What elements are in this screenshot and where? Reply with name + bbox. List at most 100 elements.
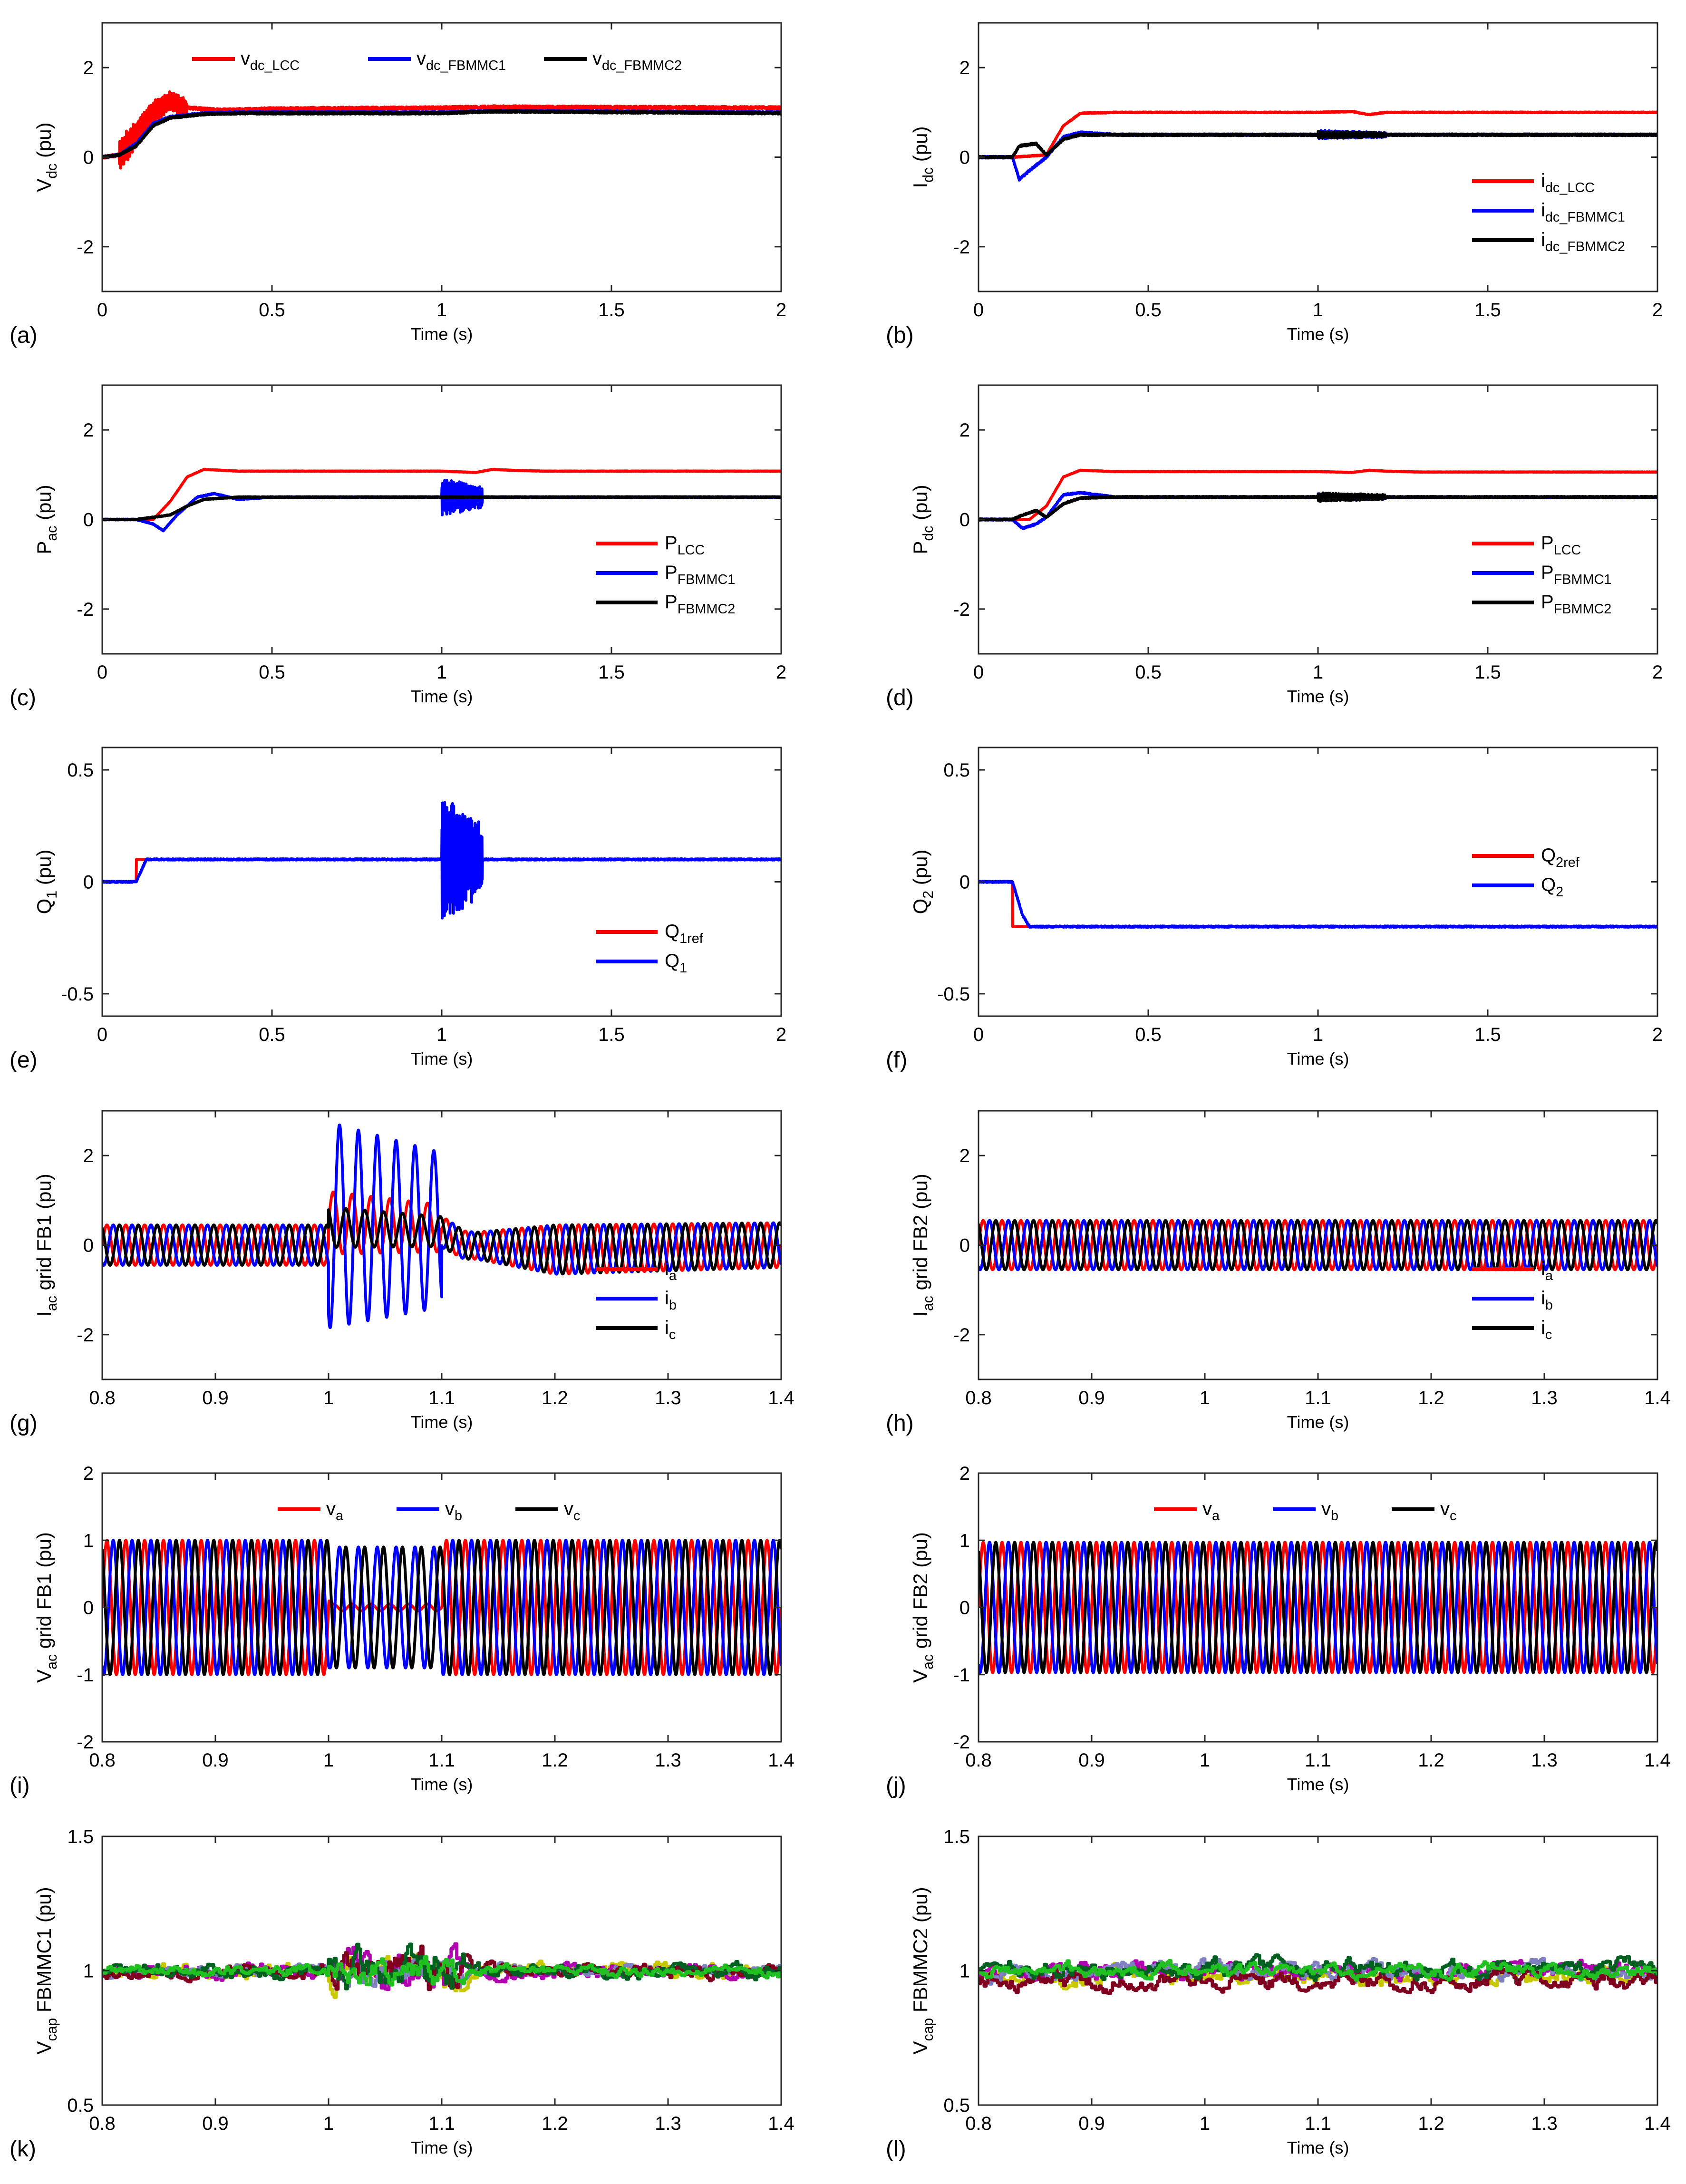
x-axis-label: Time (s) <box>411 1775 473 1794</box>
y-tick-label: 0 <box>83 1598 94 1619</box>
series-group <box>102 1123 781 1330</box>
x-tick-label: 0 <box>97 300 107 320</box>
x-tick-label: 1 <box>323 1388 334 1408</box>
x-axis-label: Time (s) <box>1287 687 1349 706</box>
series-line-va <box>979 1541 1657 1674</box>
panel-label: (d) <box>886 685 914 710</box>
x-tick-label: 0.5 <box>1135 300 1162 320</box>
chart-panel-l: 0.8 0.9 1 1.1 1.2 1.3 1.4 0.5 1 1.5 Time (s) Vcap F… <box>886 1826 1671 2162</box>
x-tick-label: 0 <box>97 662 107 683</box>
y-tick-label: 1 <box>959 1961 970 1982</box>
legend-label: Q1ref <box>665 921 704 946</box>
chart-panel-i: 0.8 0.9 1 1.1 1.2 1.3 1.4 -2 -1 0 1 2 Time (s) Vac gr… <box>10 1463 795 1798</box>
y-tick-label: -0.5 <box>937 984 970 1005</box>
x-tick-label: 0 <box>973 662 984 683</box>
series-group <box>979 109 1657 182</box>
panel-label: (j) <box>886 1773 906 1798</box>
series-line-Q2 <box>979 880 1657 929</box>
x-tick-label: 2 <box>776 1024 786 1045</box>
x-tick-label: 1.2 <box>542 1750 568 1771</box>
legend-label: PFBMMC1 <box>1541 562 1611 587</box>
x-tick-label: 0.5 <box>1135 662 1162 683</box>
series-line-ib <box>102 1123 781 1330</box>
series-line-P_LCC <box>102 467 781 521</box>
x-tick-label: 1 <box>1313 662 1323 683</box>
legend-label: Q1 <box>665 951 687 976</box>
legend-label: PFBMMC2 <box>665 592 735 617</box>
panel-label: (l) <box>886 2136 906 2162</box>
y-tick-label: 0 <box>959 1598 970 1619</box>
y-tick-label: 1 <box>959 1530 970 1551</box>
x-tick-label: 1.1 <box>1305 1750 1331 1771</box>
x-tick-label: 0.9 <box>202 1750 229 1771</box>
x-tick-label: 0 <box>97 1024 107 1045</box>
y-tick-label: 0 <box>959 872 970 893</box>
x-tick-label: 2 <box>1652 662 1663 683</box>
x-tick-label: 1 <box>323 1750 334 1771</box>
x-tick-label: 2 <box>1652 300 1663 320</box>
y-axis-label: Vcap FBMMC1 (pu) <box>33 1887 60 2054</box>
panel-label: (c) <box>10 685 36 710</box>
x-tick-label: 1.3 <box>1531 1388 1558 1408</box>
plot-area <box>102 385 781 654</box>
legend: PLCC PFBMMC1 PFBMMC2 <box>596 533 735 617</box>
y-axis-label: Q2 (pu) <box>909 850 936 914</box>
panel-label: (b) <box>886 323 914 348</box>
panel-label: (f) <box>886 1048 907 1073</box>
x-tick-label: 1 <box>1200 1750 1210 1771</box>
chart-panel-d: 0 0.5 1 1.5 2 -2 0 2 Time (s) Pdc (pu) (d) PLCC PFBM… <box>886 384 1663 710</box>
y-axis-label: Iac grid FB2 (pu) <box>909 1174 936 1316</box>
x-tick-label: 1 <box>1313 300 1323 320</box>
y-tick-label: 2 <box>959 1145 970 1166</box>
x-axis-label: Time (s) <box>411 687 473 706</box>
x-axis-label: Time (s) <box>411 2138 473 2157</box>
legend-label: vb <box>445 1498 462 1524</box>
series-line-Q1 <box>102 801 781 920</box>
plot-area <box>979 747 1657 1016</box>
panel-label: (h) <box>886 1411 914 1436</box>
x-tick-label: 2 <box>1652 1024 1663 1045</box>
x-tick-label: 0.9 <box>1078 1388 1105 1408</box>
x-tick-label: 1 <box>436 300 447 320</box>
series-group <box>102 1539 781 1676</box>
y-axis-label: Q1 (pu) <box>33 850 60 914</box>
y-tick-label: 1 <box>83 1530 94 1551</box>
x-tick-label: 1.4 <box>1644 2113 1671 2134</box>
x-tick-label: 1.5 <box>598 662 625 683</box>
y-tick-label: 1.5 <box>943 1826 970 1847</box>
y-tick-label: 0 <box>959 1235 970 1256</box>
x-tick-label: 1.4 <box>1644 1388 1671 1408</box>
legend-label: Q2ref <box>1541 845 1580 870</box>
x-tick-label: 0.8 <box>965 2113 992 2134</box>
y-axis-label: Iac grid FB1 (pu) <box>33 1174 60 1316</box>
y-tick-label: 0 <box>959 510 970 531</box>
x-tick-label: 1.4 <box>768 2113 795 2134</box>
x-tick-label: 0.5 <box>259 300 285 320</box>
panel-label: (e) <box>10 1048 38 1073</box>
legend: va vb vc <box>1154 1498 1456 1524</box>
series-line-ia <box>979 1219 1657 1272</box>
legend-label: PFBMMC2 <box>1541 592 1611 617</box>
series-line-vc <box>979 1541 1657 1674</box>
legend-label: vdc_FBMMC1 <box>417 48 506 73</box>
series-group <box>979 1541 1657 1674</box>
x-tick-label: 1.2 <box>1418 1750 1444 1771</box>
x-tick-label: 1.2 <box>1418 1388 1444 1408</box>
y-tick-label: -2 <box>77 237 94 258</box>
series-line-ic <box>102 1207 781 1276</box>
series-line-P_FBMMC2 <box>102 495 781 522</box>
y-tick-label: 0.5 <box>943 760 970 781</box>
y-tick-label: 2 <box>83 420 94 441</box>
y-tick-label: 0 <box>83 510 94 531</box>
panel-label: (g) <box>10 1411 38 1436</box>
y-axis-label: Pac (pu) <box>33 485 60 554</box>
plot-area <box>102 23 781 291</box>
y-tick-label: 2 <box>959 1463 970 1484</box>
x-axis-label: Time (s) <box>1287 1049 1349 1068</box>
legend: ia ib ic <box>1472 1258 1553 1342</box>
x-tick-label: 0 <box>973 1024 984 1045</box>
y-axis-label: Vac grid FB1 (pu) <box>33 1532 60 1683</box>
y-tick-label: 1 <box>83 1961 94 1982</box>
